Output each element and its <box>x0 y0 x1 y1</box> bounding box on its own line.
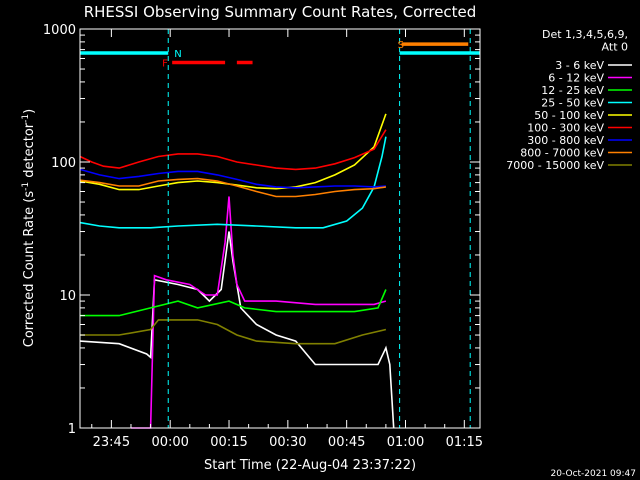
legend-label-3: 25 - 50 keV <box>541 97 604 110</box>
y-label-part2: detector <box>22 122 37 182</box>
y-label-part1: Corrected Count Rate (s <box>22 191 37 348</box>
x-tick-label-2: 00:15 <box>210 435 247 450</box>
y-tick-label-3: 1000 <box>43 23 76 38</box>
chart-title: RHESSI Observing Summary Count Rates, Co… <box>84 3 477 21</box>
plot-frame <box>79 28 481 429</box>
y-tick-label-1: 10 <box>59 289 76 304</box>
legend-label-1: 6 - 12 keV <box>548 72 604 85</box>
x-tick-label-0: 23:45 <box>93 435 130 450</box>
series-line-6 <box>79 168 386 189</box>
x-tick-label-1: 00:00 <box>151 435 188 450</box>
y-tick-label-2: 100 <box>51 156 76 171</box>
x-tick-label-3: 00:30 <box>269 435 306 450</box>
series-line-8 <box>80 319 387 345</box>
series-line-5 <box>79 129 387 171</box>
flag-layer: NF S <box>80 29 480 428</box>
legend-label-0: 3 - 6 keV <box>555 59 604 72</box>
legend-label-5: 100 - 300 keV <box>527 122 604 135</box>
y-label-sup2: -1 <box>21 114 31 123</box>
y-tick-label-0: 1 <box>68 422 76 437</box>
x-tick-label-5: 01:00 <box>387 435 424 450</box>
legend-label-6: 300 - 800 keV <box>527 134 604 147</box>
y-axis-label: Corrected Count Rate (s-1 detector-1) <box>21 109 37 347</box>
axis-layer: 23:45 00:00 00:15 00:30 00:45 01:00 01:15 1 10 10… <box>43 23 483 450</box>
x-tick-label-4: 00:45 <box>328 435 365 450</box>
series-line-7 <box>79 177 387 198</box>
footer-timestamp: 20-Oct-2021 09:47 <box>551 469 636 479</box>
flag-label-F: F <box>162 58 168 69</box>
legend-label-4: 50 - 100 keV <box>534 109 604 122</box>
legend-label-8: 7000 - 15000 keV <box>506 159 604 172</box>
legend-header-0: Det 1,3,4,5,6,9, <box>542 28 628 41</box>
series-line-2 <box>80 289 387 317</box>
legend-header-1: Att 0 <box>602 41 628 54</box>
legend-label-2: 12 - 25 keV <box>541 84 604 97</box>
series-line-4 <box>79 113 387 191</box>
x-tick-label-6: 01:15 <box>446 435 483 450</box>
y-label-part3: ) <box>22 109 37 114</box>
x-axis-label: Start Time (22-Aug-04 23:37:22) <box>204 458 416 473</box>
series-line-3 <box>79 136 387 229</box>
y-label-sup1: -1 <box>21 182 31 191</box>
flag-label-S: S <box>398 40 404 51</box>
flag-label-N: N <box>174 49 181 60</box>
legend-label-7: 800 - 7000 keV <box>520 147 604 160</box>
